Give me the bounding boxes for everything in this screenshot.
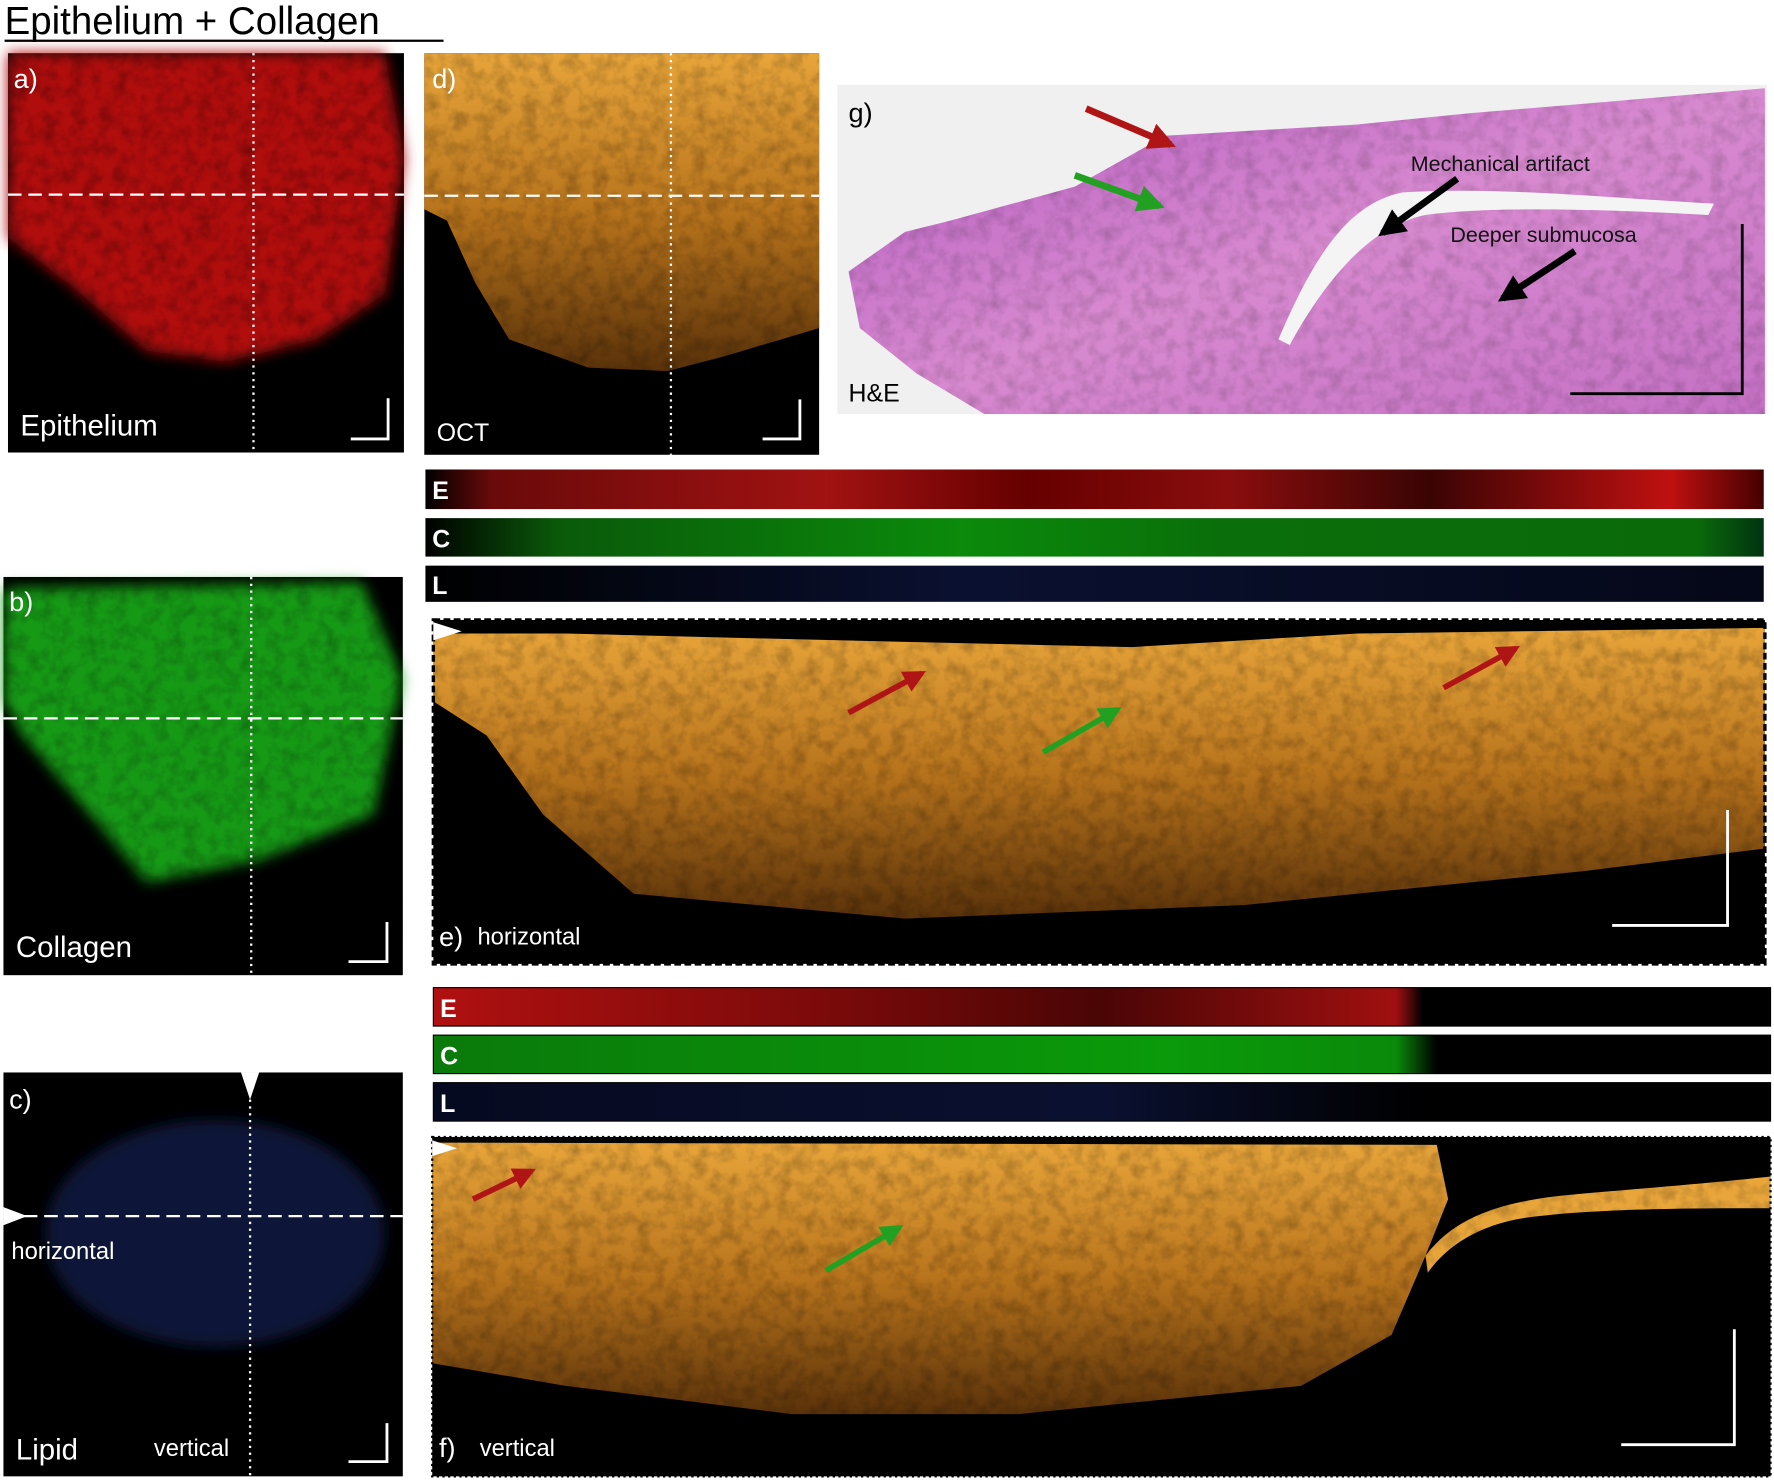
panel-label: b) [9,586,33,617]
panel-label: g) [849,97,873,128]
panel-caption: horizontal [477,924,580,951]
panel-g: g) Mechanical artifact Deeper submucosa … [837,84,1768,415]
panel-a: a) Epithelium [7,53,404,453]
panel-label: c) [9,1084,32,1115]
panel-caption: OCT [437,419,490,447]
panel-caption: Epithelium [20,410,157,443]
bar-label: L [440,1090,455,1118]
channel-bars-e: E C L [425,469,1764,602]
bar-label: E [432,477,449,505]
panel-b: b) Collagen [3,576,403,976]
bar-label: C [440,1043,458,1071]
channel-bars-f: E C L [432,987,1772,1122]
bar-label: L [432,572,447,600]
title: Epithelium + Collagen [5,0,380,43]
bar-label: C [432,526,450,554]
panel-c: c) horizontal vertical Lipid [3,1072,403,1477]
panel-label: f) [439,1432,456,1463]
panel-label: a) [14,63,38,94]
bar-label: E [440,995,457,1023]
panel-caption: Collagen [16,931,132,964]
panel-caption: H&E [849,380,900,408]
annotation: vertical [154,1435,229,1462]
panel-caption: vertical [480,1435,555,1462]
panel-f: f) vertical [431,1135,1772,1478]
panel-label: d) [432,63,456,94]
annotation: horizontal [11,1238,114,1265]
panel-label: e) [439,921,463,952]
annotation: Mechanical artifact [1411,152,1590,176]
annotation: Deeper submucosa [1450,223,1636,247]
panel-d: d) OCT [424,53,820,455]
panel-caption: Lipid [16,1433,78,1466]
panel-e: e) horizontal [431,618,1767,966]
